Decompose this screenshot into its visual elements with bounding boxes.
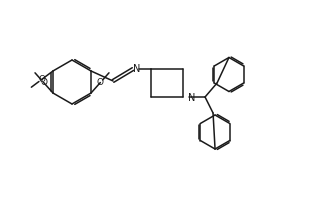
Text: O: O: [38, 75, 45, 84]
Text: O: O: [40, 78, 47, 87]
Text: N: N: [188, 93, 195, 103]
Text: O: O: [97, 78, 104, 87]
Text: N: N: [133, 64, 141, 74]
